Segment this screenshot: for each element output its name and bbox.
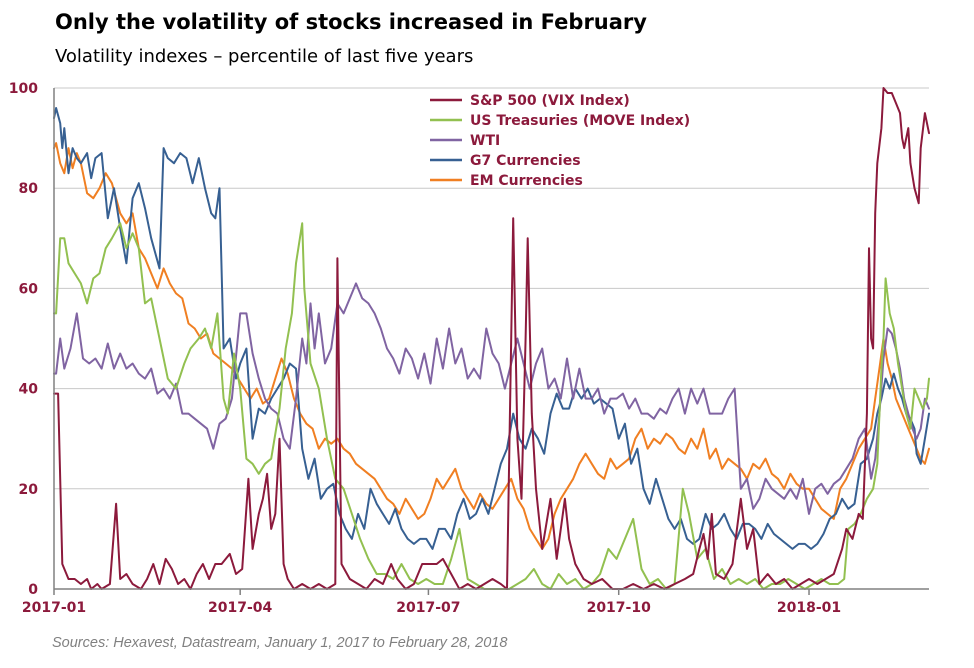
y-tick-label: 20 [19, 482, 39, 498]
x-tick-label: 2018-01 [777, 600, 841, 616]
source-note: Sources: Hexavest, Datastream, January 1… [52, 635, 508, 651]
legend: S&P 500 (VIX Index) US Treasuries (MOVE I… [430, 93, 690, 189]
y-tick-label: 100 [9, 81, 38, 97]
chart-subtitle: Volatility indexes – percentile of last … [55, 46, 474, 67]
chart-title: Only the volatility of stocks increased … [55, 10, 647, 34]
y-tick-label: 0 [28, 582, 38, 598]
y-tick-label: 40 [19, 382, 39, 398]
x-tick-label: 2017-01 [22, 600, 86, 616]
series-line-g7-currencies [53, 107, 930, 550]
y-tick-label: 60 [19, 281, 39, 297]
x-tick-label: 2017-10 [587, 600, 652, 616]
legend-label-wti: WTI [470, 133, 500, 149]
y-tick-label: 80 [19, 181, 39, 197]
legend-label-us-treasuries-move-index: US Treasuries (MOVE Index) [470, 113, 690, 129]
series-line-us-treasuries-move-index [53, 222, 930, 590]
legend-label-g7-currencies: G7 Currencies [470, 153, 581, 169]
legend-label-em-currencies: EM Currencies [470, 173, 583, 189]
x-tick-label: 2017-04 [208, 600, 273, 616]
series-line-wti [53, 282, 930, 515]
x-tick-label: 2017-07 [396, 600, 460, 616]
legend-label-s-p-500-vix-index: S&P 500 (VIX Index) [470, 93, 630, 109]
series-line-s-p-500-vix-index [53, 87, 930, 590]
axes: 0 20 40 60 80 100 2017-01 2017-04 2017-07 2017-10… [9, 81, 929, 616]
